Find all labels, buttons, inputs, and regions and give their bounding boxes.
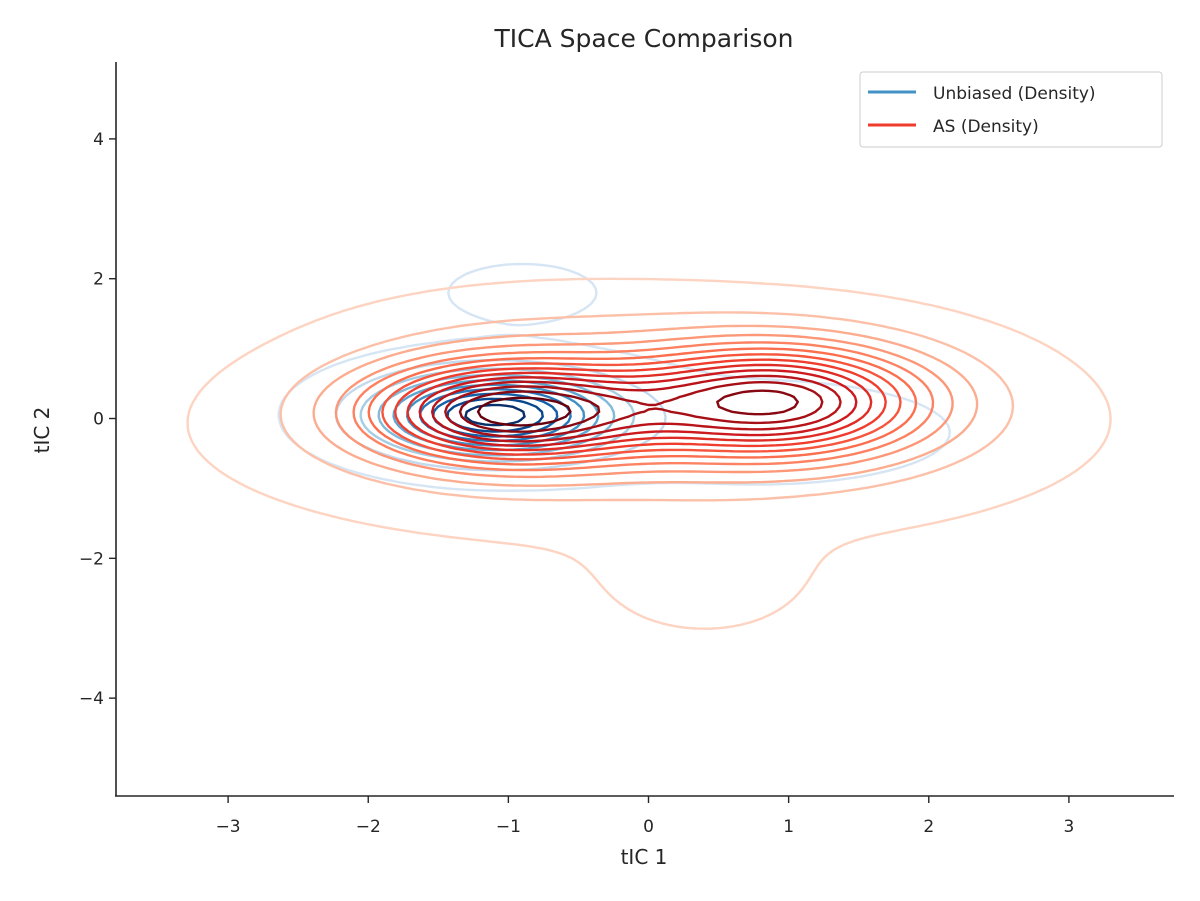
y-tick-label: −2 (79, 549, 104, 569)
as-contour-level (312, 324, 979, 487)
as-contour-level (279, 311, 1015, 502)
legend: Unbiased (Density) AS (Density) (859, 71, 1163, 148)
x-tick-label: 2 (923, 817, 934, 837)
as-contour-level (394, 358, 887, 456)
as-contour-level (334, 333, 954, 479)
as-contour-level (367, 347, 918, 466)
x-tick-label: −3 (216, 817, 241, 837)
y-tick-label: −4 (79, 689, 104, 709)
as-contour-level (406, 363, 873, 452)
y-axis-label: tIC 2 (30, 407, 54, 454)
as-contour-level (186, 277, 1112, 630)
chart-title: TICA Space Comparison (494, 24, 794, 53)
contour-series-as (186, 277, 1112, 630)
legend-label-as: AS (Density) (933, 117, 1039, 137)
y-tick-label: 2 (93, 270, 104, 290)
y-tick-label: 0 (93, 410, 104, 430)
legend-box (859, 71, 1163, 148)
x-tick-label: 1 (783, 817, 794, 837)
x-tick-label: −1 (496, 817, 521, 837)
y-ticks: −4 −2 0 2 4 (79, 130, 116, 709)
as-contour-level (444, 381, 824, 438)
x-tick-label: 3 (1063, 817, 1074, 837)
as-contour-level (381, 353, 902, 461)
x-tick-label: 0 (643, 817, 654, 837)
as-contour-level (352, 341, 935, 472)
unbiased-contour-level (464, 403, 526, 427)
as-contour-level (431, 374, 842, 443)
x-axis-label: tIC 1 (621, 845, 668, 869)
as-contour-level (418, 369, 858, 447)
x-tick-label: −2 (356, 817, 381, 837)
as-contour-level (458, 389, 799, 433)
x-ticks: −3 −2 −1 0 1 2 3 (216, 796, 1074, 837)
as-contour-level (476, 396, 572, 427)
y-tick-label: 4 (93, 130, 104, 150)
legend-label-unbiased: Unbiased (Density) (933, 84, 1096, 104)
contour-layer (186, 262, 1112, 630)
